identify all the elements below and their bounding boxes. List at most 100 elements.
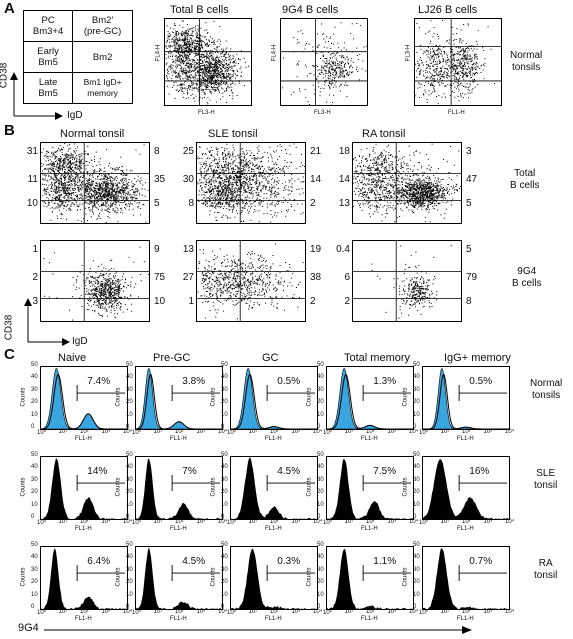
c-y-tick: 40 [413,554,420,561]
b-scatter-plot [40,142,150,224]
b-quadrant-percent: 75 [154,272,166,283]
c-x-tick: 10⁰ [419,430,429,436]
c-row-label: SLE tonsil [534,468,558,491]
b-quadrant-percent: 14 [310,174,322,185]
c-x-tick: 10⁰ [37,520,47,526]
c-x-tick: 10³ [291,429,301,435]
c-y-tick: 0 [317,424,321,430]
c-y-tick: 50 [413,542,420,548]
c-x-tick: 10³ [387,519,397,525]
b-quadrant-percent: 1 [32,244,38,255]
c-x-tick: 10¹ [248,429,258,435]
c-y-tick: 40 [126,374,133,381]
c-y-axis-label: Counts [210,477,217,497]
c-y-tick: 20 [126,579,133,586]
c-y-tick: 10 [317,411,324,418]
b-column-title: RA tonsil [362,128,406,140]
c-y-tick: 40 [126,554,133,561]
a-y-axis-label: FL4-H [271,44,278,62]
c-y-tick: 10 [413,591,420,598]
c-y-tick: 50 [221,452,228,458]
c-x-tick: 10⁰ [323,430,333,436]
c-gate-percent: 1.1% [373,556,397,568]
c-x-tick: 10⁴ [409,609,419,615]
c-y-axis-label: Counts [210,387,217,407]
c-histogram [422,456,510,520]
a-x-axis-label: FL1-H [448,110,465,116]
c-histogram [40,456,128,520]
b-quadrant-percent: 1 [188,296,194,307]
c-y-tick: 40 [221,554,228,561]
b-quadrant-percent: 35 [154,174,166,185]
b-x-label: IgD [72,336,88,347]
c-y-tick: 40 [413,374,420,381]
b-quadrant-percent: 47 [466,174,478,185]
b-quadrant-percent: 6 [344,272,350,283]
c-y-tick: 0 [126,514,130,520]
c-x-tick: 10³ [196,519,206,525]
c-y-axis-label: Counts [20,477,27,497]
key-cell: Bm1 IgD+ memory [72,72,133,104]
c-y-tick: 30 [317,476,324,483]
c-y-tick: 0 [31,424,35,430]
c-histogram [422,546,510,610]
a-y-axis-label: FL3-H [405,44,412,62]
c-x-tick: 10⁴ [313,429,323,435]
c-x-tick: 10⁰ [132,520,142,526]
c-x-tick: 10² [366,519,375,525]
c-y-tick: 50 [413,452,420,458]
c-x-axis-label: FL1-H [361,616,378,622]
c-y-tick: 20 [31,489,38,496]
c-gate-percent: 0.3% [277,556,301,568]
c-y-tick: 50 [221,362,228,368]
c-x-tick: 10⁴ [123,429,133,435]
c-y-tick: 10 [413,411,420,418]
c-y-tick: 50 [317,452,324,458]
c-x-axis-label: FL1-H [265,616,282,622]
c-x-tick: 10¹ [344,609,354,615]
c-x-tick: 10² [80,519,89,525]
c-x-tick: 10⁴ [409,519,419,525]
panel-a-letter: A [4,0,15,17]
c-column-title: Total memory [344,352,411,364]
c-histogram [135,366,223,430]
c-y-tick: 10 [126,591,133,598]
panel-b-letter: B [4,122,15,139]
c-y-tick: 50 [126,362,133,368]
c-y-tick: 20 [31,579,38,586]
key-cell: Late Bm5 [22,72,74,104]
c-x-tick: 10³ [196,609,206,615]
c-x-tick: 10³ [291,609,301,615]
c-x-tick: 10¹ [248,519,258,525]
b-quadrant-percent: 3 [32,296,38,307]
c-histogram [230,366,318,430]
c-x-tick: 10⁰ [37,430,47,436]
c-x-tick: 10³ [101,519,111,525]
c-y-tick: 20 [413,489,420,496]
a-row-label: Normal tonsils [510,50,543,73]
c-y-tick: 30 [31,566,38,573]
b-scatter-plot [352,240,462,322]
c-y-tick: 40 [31,464,38,471]
a-x-axis-label: FL3-H [314,110,331,116]
b-scatter-plot [196,240,306,322]
c-y-tick: 0 [31,604,35,610]
c-x-tick: 10⁴ [218,429,228,435]
c-y-tick: 30 [317,566,324,573]
c-y-axis-label: Counts [402,387,409,407]
c-y-tick: 30 [126,566,133,573]
b-quadrant-percent: 18 [338,146,350,157]
c-x-tick: 10⁰ [323,520,333,526]
b-column-title: Normal tonsil [60,128,125,140]
c-x-axis-label: FL1-H [361,436,378,442]
c-y-tick: 0 [31,514,35,520]
c-x-tick: 10⁴ [123,609,133,615]
b-quadrant-percent: 2 [310,296,316,307]
c-y-tick: 20 [221,399,228,406]
c-gate-percent: 7.4% [87,376,111,388]
c-x-axis-label: FL1-H [75,526,92,532]
c-x-axis-label: FL1-H [170,526,187,532]
c-x-tick: 10⁴ [313,519,323,525]
c-x-tick: 10³ [483,429,493,435]
c-x-tick: 10¹ [58,519,68,525]
